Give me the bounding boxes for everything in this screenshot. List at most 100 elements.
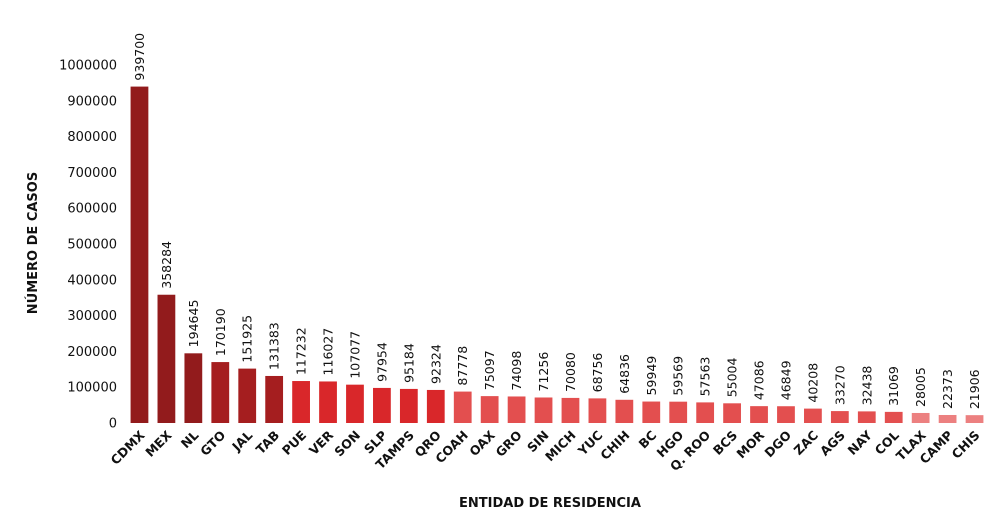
data-label: 107077 [347,331,362,379]
data-label: 151925 [240,315,255,363]
x-tick-label: GTO [197,428,228,459]
y-axis-ticks: 0 100000 200000 300000 400000 500000 600000 700… [59,59,117,432]
y-axis-title: NÚMERO DE CASOS [25,172,41,314]
bar [723,403,741,423]
data-label: 22373 [940,369,955,409]
x-tick-label: AGS [817,428,848,459]
y-tick-label: 1000000 [59,59,117,74]
x-tick-label: MEX [142,427,175,460]
bar [292,381,310,423]
data-label: 939700 [132,33,147,81]
x-tick-label: DGO [761,428,794,461]
data-label: 117232 [294,327,309,375]
data-label: 21906 [967,369,982,409]
x-axis-title: ENTIDAD DE RESIDENCIA [459,496,641,511]
y-tick-label: 100000 [67,381,117,396]
bar [507,396,526,423]
bar [965,415,984,423]
bar [696,402,715,423]
data-label: 97954 [374,342,389,382]
data-labels: 939700 358284 194645 170190 151925 131383 1172… [132,33,982,409]
bar [588,398,607,423]
x-tick-label: OAX [466,427,498,459]
y-tick-label: 300000 [67,309,117,324]
y-tick-label: 900000 [67,94,117,109]
bar [480,396,499,423]
x-tick-label: MICH [542,428,579,465]
bar [534,397,553,423]
data-label: 87778 [455,346,470,386]
x-tick-label: CHIS [949,428,983,462]
bar [750,406,768,423]
y-tick-label: 700000 [67,166,117,181]
data-label: 194645 [186,300,201,348]
data-label: 32438 [859,366,874,406]
bar [669,401,688,423]
bar [211,362,230,423]
data-label: 74098 [509,351,524,391]
bar [184,353,203,423]
bar [373,387,391,423]
data-label: 40208 [805,363,820,403]
bar [830,411,849,423]
data-label: 64836 [617,354,632,394]
bar [265,375,284,423]
bar [426,389,445,423]
x-tick-label: CDMX [108,427,148,467]
data-label: 57563 [698,357,713,397]
data-label: 59569 [671,356,686,396]
y-tick-label: 600000 [67,202,117,217]
data-label: 75097 [482,350,497,390]
bar [399,388,418,423]
bar [642,401,661,423]
data-label: 28005 [913,367,928,407]
data-label: 70080 [563,352,578,392]
bar [319,381,337,423]
y-tick-label: 800000 [67,130,117,145]
data-label: 71256 [536,352,551,392]
bar [884,411,903,423]
x-tick-label: GRO [493,428,525,460]
y-tick-label: 200000 [67,345,117,360]
x-tick-label: PUE [279,428,309,458]
bar [453,391,472,423]
bar [130,86,149,423]
y-tick-label: 500000 [67,238,117,253]
bar [561,397,580,423]
y-tick-label: 0 [109,417,117,432]
data-label: 59949 [644,356,659,396]
y-tick-label: 400000 [67,273,117,288]
x-tick-label: VER [306,427,337,458]
x-tick-label: JAL [228,427,255,454]
data-label: 55004 [725,357,740,397]
data-label: 33270 [832,365,847,405]
data-label: 92324 [428,344,443,384]
bar [777,406,795,423]
data-label: 116027 [321,328,336,376]
bar [911,412,930,423]
x-tick-label: MOR [733,427,767,461]
bar [615,399,634,423]
x-tick-label: ZAC [791,428,821,458]
data-label: 131383 [267,322,282,370]
data-label: 358284 [159,241,174,289]
x-tick-label: SON [331,428,363,460]
bar [157,294,176,423]
bars [130,86,984,423]
data-label: 170190 [213,308,228,356]
bar [346,384,364,423]
data-label: 31069 [886,366,901,406]
data-label: 46849 [778,360,793,400]
x-tick-label: NAY [844,427,875,458]
x-tick-label: CHIH [597,428,632,463]
bar [938,414,957,423]
data-label: 95184 [401,343,416,383]
bar [238,368,257,423]
data-label: 68756 [590,353,605,393]
data-label: 47086 [752,360,767,400]
x-tick-label: TAB [253,428,283,458]
bar [857,411,876,423]
bar [804,408,822,423]
